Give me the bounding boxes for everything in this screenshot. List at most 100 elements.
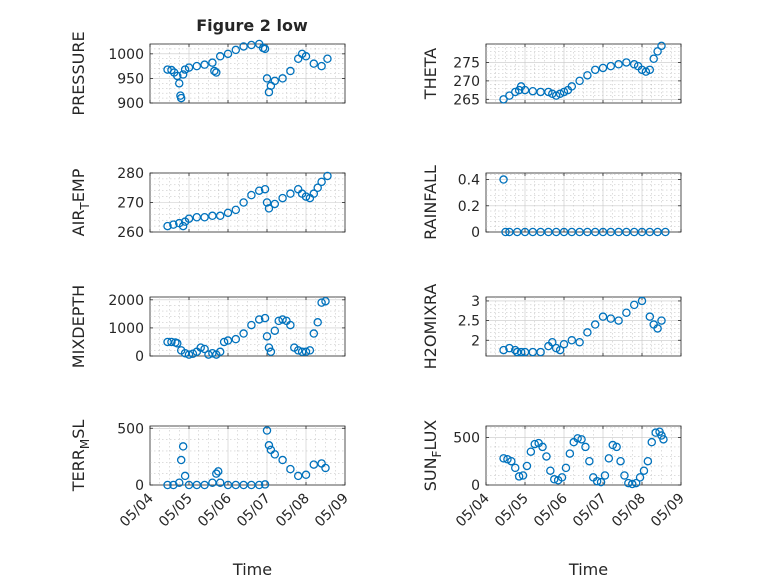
data-point <box>538 442 547 452</box>
subplot-terr-msl: 0 500 TERRMSL 05/04 05/05 05/06 05/07 05/08 05/0… <box>69 420 352 579</box>
x-tick-label: 05/06 <box>531 490 571 530</box>
data-point <box>499 454 508 463</box>
y-tick-label: 2 <box>471 333 480 349</box>
y-axis-label: AIRTEMP <box>69 168 92 236</box>
data-point <box>612 442 621 452</box>
data-point <box>657 316 666 325</box>
data-point <box>270 326 280 335</box>
data-point <box>212 469 221 478</box>
data-series <box>499 41 666 104</box>
y-axis-label: SUNFLUX <box>421 420 444 492</box>
data-point <box>247 190 256 200</box>
data-point <box>522 461 532 471</box>
data-point <box>520 85 530 95</box>
x-tick-label: 05/04 <box>117 490 157 530</box>
y-axis-label: MIXDEPTH <box>69 285 88 368</box>
data-point <box>518 471 528 480</box>
y-axis-label: PRESSURE <box>69 31 88 115</box>
data-point <box>575 337 584 347</box>
data-series <box>163 171 332 231</box>
y-tick-label: 0.2 <box>458 199 480 215</box>
data-point <box>215 211 225 221</box>
data-point <box>583 71 592 80</box>
x-tick-label: 05/07 <box>570 491 610 531</box>
data-point <box>254 480 264 490</box>
data-point <box>301 192 311 201</box>
x-tick-label: 05/05 <box>156 491 196 531</box>
data-series <box>163 39 332 103</box>
data-point <box>622 308 631 317</box>
data-point <box>637 296 647 306</box>
data-point <box>653 47 662 56</box>
x-tick-label: 05/07 <box>234 491 274 531</box>
data-point <box>600 471 610 480</box>
subplot-h2omixra: 2 2.5 3 H2OMIXRA <box>421 284 682 369</box>
data-point <box>260 480 270 489</box>
data-point <box>178 221 188 231</box>
data-series <box>499 175 670 237</box>
data-point <box>629 60 639 69</box>
data-point <box>577 435 586 444</box>
y-tick-label: 270 <box>117 196 144 212</box>
data-point <box>174 79 184 88</box>
data-point <box>561 463 571 473</box>
y-tick-label: 0 <box>135 349 144 365</box>
data-point <box>178 442 188 451</box>
data-point <box>505 343 514 353</box>
data-point <box>647 437 657 447</box>
data-point <box>178 70 188 79</box>
data-point <box>200 480 209 490</box>
y-tick-label: 265 <box>453 92 480 108</box>
data-point <box>550 475 559 484</box>
data-point <box>657 41 666 51</box>
data-point <box>210 66 219 76</box>
x-tick-label: 05/06 <box>195 490 235 530</box>
data-point <box>598 312 608 321</box>
data-point <box>317 298 326 307</box>
data-point <box>590 320 600 329</box>
data-point <box>219 337 229 347</box>
y-tick-label: 280 <box>117 166 144 182</box>
data-point <box>616 456 625 466</box>
data-point <box>321 463 330 473</box>
data-point <box>309 329 319 338</box>
subplot-air-temp: 260 270 280 AIRTEMP <box>69 166 346 241</box>
data-point <box>585 456 594 466</box>
subplot-sun-flux: 0 500 SUNFLUX 05/04 05/05 05/06 05/07 05/08 05/0… <box>421 420 688 579</box>
data-point <box>215 347 225 357</box>
data-point <box>167 337 176 347</box>
data-point <box>653 324 662 333</box>
data-point <box>184 350 194 359</box>
data-point <box>608 440 618 450</box>
data-point <box>200 212 209 222</box>
data-point <box>309 460 319 469</box>
data-point <box>548 337 557 347</box>
data-point <box>565 449 575 458</box>
data-point <box>262 74 272 83</box>
y-tick-label: 2.5 <box>458 314 480 330</box>
data-point <box>286 66 295 76</box>
y-tick-label: 0.4 <box>458 173 480 189</box>
data-point <box>505 91 514 100</box>
data-point <box>528 86 538 96</box>
x-tick-label: 05/08 <box>273 491 313 531</box>
data-point <box>499 175 508 184</box>
data-point <box>604 454 614 463</box>
figure-title: Figure 2 low <box>196 16 308 35</box>
x-tick-label: 05/04 <box>453 490 493 530</box>
data-point <box>606 61 616 71</box>
data-point <box>184 63 194 72</box>
data-point <box>286 464 295 474</box>
y-tick-label: 1000 <box>108 321 144 337</box>
data-point <box>278 455 287 465</box>
y-tick-label: 2000 <box>108 293 144 309</box>
subplot-pressure: 900 950 1000 PRESSURE <box>69 31 346 116</box>
data-point <box>163 480 172 490</box>
data-point <box>264 343 274 352</box>
data-point <box>208 348 217 358</box>
data-point <box>546 466 555 475</box>
data-point <box>639 466 649 475</box>
data-point <box>321 296 330 306</box>
data-point <box>622 58 631 67</box>
data-point <box>254 315 264 324</box>
